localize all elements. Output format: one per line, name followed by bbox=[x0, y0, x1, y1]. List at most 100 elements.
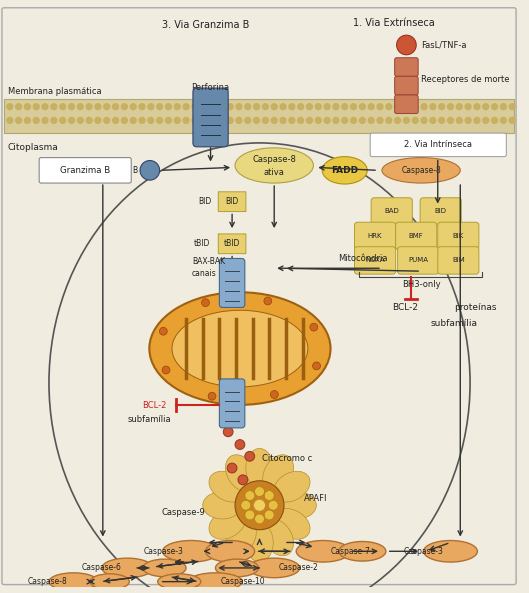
FancyBboxPatch shape bbox=[420, 197, 461, 225]
Text: 2. Via Intrínseca: 2. Via Intrínseca bbox=[404, 141, 472, 149]
Circle shape bbox=[342, 117, 348, 123]
Ellipse shape bbox=[382, 158, 460, 183]
Circle shape bbox=[208, 393, 216, 400]
Ellipse shape bbox=[149, 292, 331, 405]
Circle shape bbox=[457, 117, 462, 123]
Circle shape bbox=[245, 510, 255, 520]
Circle shape bbox=[253, 117, 260, 123]
Text: Caspase-8: Caspase-8 bbox=[28, 577, 68, 586]
Circle shape bbox=[159, 327, 167, 335]
Text: Granzima B: Granzima B bbox=[60, 166, 111, 175]
Circle shape bbox=[238, 475, 248, 484]
Text: 1. Via Extrínseca: 1. Via Extrínseca bbox=[352, 18, 434, 28]
Circle shape bbox=[280, 104, 286, 110]
Circle shape bbox=[474, 104, 480, 110]
Ellipse shape bbox=[273, 471, 310, 502]
Text: APAFI: APAFI bbox=[304, 494, 327, 503]
Circle shape bbox=[69, 117, 75, 123]
Circle shape bbox=[235, 439, 245, 449]
FancyBboxPatch shape bbox=[395, 95, 418, 113]
Circle shape bbox=[313, 362, 321, 370]
Circle shape bbox=[324, 104, 330, 110]
Circle shape bbox=[162, 366, 170, 374]
Text: ativa: ativa bbox=[264, 168, 285, 177]
Circle shape bbox=[51, 104, 57, 110]
Ellipse shape bbox=[188, 573, 242, 591]
Circle shape bbox=[148, 104, 154, 110]
Text: Citoplasma: Citoplasma bbox=[8, 144, 59, 152]
Circle shape bbox=[439, 117, 444, 123]
Circle shape bbox=[397, 35, 416, 55]
Text: Caspase-10: Caspase-10 bbox=[221, 577, 265, 586]
Circle shape bbox=[33, 104, 39, 110]
Circle shape bbox=[7, 117, 13, 123]
Text: PUMA: PUMA bbox=[408, 257, 428, 263]
Circle shape bbox=[202, 299, 209, 307]
Circle shape bbox=[368, 117, 374, 123]
Circle shape bbox=[359, 104, 366, 110]
Circle shape bbox=[351, 117, 357, 123]
Circle shape bbox=[448, 117, 453, 123]
Ellipse shape bbox=[90, 574, 129, 589]
Ellipse shape bbox=[263, 455, 294, 492]
Circle shape bbox=[95, 104, 101, 110]
Circle shape bbox=[130, 117, 136, 123]
Text: BCL-2: BCL-2 bbox=[391, 303, 418, 312]
Circle shape bbox=[359, 117, 366, 123]
Circle shape bbox=[236, 104, 242, 110]
Circle shape bbox=[122, 104, 127, 110]
Text: BAD: BAD bbox=[385, 209, 399, 215]
Text: FasL/TNF-a: FasL/TNF-a bbox=[421, 40, 467, 49]
Circle shape bbox=[271, 117, 277, 123]
Circle shape bbox=[298, 117, 304, 123]
Circle shape bbox=[209, 117, 215, 123]
Circle shape bbox=[148, 117, 154, 123]
Circle shape bbox=[509, 117, 515, 123]
Circle shape bbox=[201, 117, 207, 123]
Circle shape bbox=[77, 117, 83, 123]
Circle shape bbox=[227, 117, 233, 123]
Circle shape bbox=[280, 117, 286, 123]
Ellipse shape bbox=[209, 471, 245, 502]
Circle shape bbox=[491, 104, 497, 110]
Circle shape bbox=[430, 104, 436, 110]
Text: proteínas: proteínas bbox=[454, 303, 497, 312]
Ellipse shape bbox=[102, 558, 153, 578]
Text: BID: BID bbox=[198, 197, 212, 206]
FancyBboxPatch shape bbox=[438, 247, 479, 274]
Circle shape bbox=[315, 104, 321, 110]
FancyBboxPatch shape bbox=[218, 192, 246, 212]
Text: BAX-BAK: BAX-BAK bbox=[192, 257, 225, 266]
Ellipse shape bbox=[172, 310, 308, 387]
Circle shape bbox=[104, 117, 110, 123]
Circle shape bbox=[157, 117, 162, 123]
Circle shape bbox=[95, 117, 101, 123]
Circle shape bbox=[264, 510, 274, 520]
FancyBboxPatch shape bbox=[354, 222, 396, 250]
Circle shape bbox=[351, 104, 357, 110]
Circle shape bbox=[404, 104, 409, 110]
Ellipse shape bbox=[225, 519, 256, 556]
FancyBboxPatch shape bbox=[218, 234, 246, 254]
Circle shape bbox=[324, 117, 330, 123]
Text: Receptores de morte: Receptores de morte bbox=[421, 75, 509, 84]
Text: tBID: tBID bbox=[224, 240, 240, 248]
Circle shape bbox=[183, 104, 189, 110]
Circle shape bbox=[60, 117, 66, 123]
FancyBboxPatch shape bbox=[438, 222, 479, 250]
Circle shape bbox=[104, 104, 110, 110]
Circle shape bbox=[268, 500, 278, 510]
Text: subfamília: subfamília bbox=[431, 318, 478, 327]
Text: FADD: FADD bbox=[331, 166, 358, 175]
Text: BCL-2: BCL-2 bbox=[142, 401, 167, 410]
Circle shape bbox=[254, 487, 264, 496]
Circle shape bbox=[69, 104, 75, 110]
Text: Caspase-8: Caspase-8 bbox=[252, 155, 296, 164]
Text: Caspase-2: Caspase-2 bbox=[279, 563, 319, 572]
Circle shape bbox=[60, 104, 66, 110]
Text: BIM: BIM bbox=[452, 257, 464, 263]
Circle shape bbox=[412, 104, 418, 110]
Circle shape bbox=[16, 117, 22, 123]
Circle shape bbox=[236, 117, 242, 123]
Circle shape bbox=[483, 117, 489, 123]
